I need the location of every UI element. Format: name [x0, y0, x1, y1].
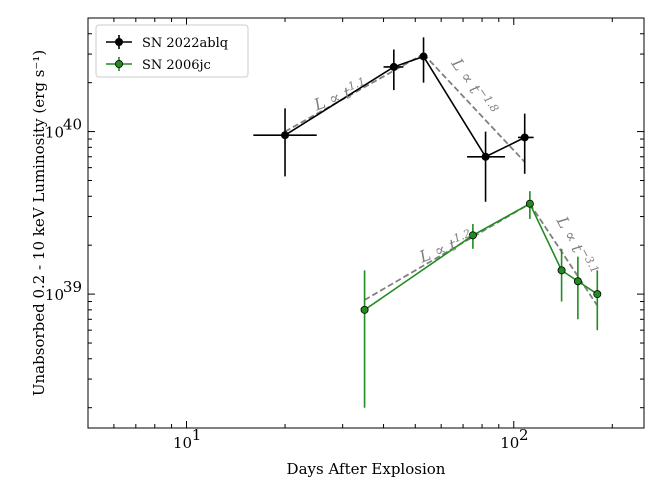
- legend-marker: [115, 60, 124, 69]
- x-tick-label: 10: [500, 434, 519, 452]
- fit-lines: [284, 53, 599, 307]
- fit-line: [364, 202, 531, 301]
- series-sn-2006jc: [360, 191, 602, 408]
- y-tick-label-exp: 40: [63, 116, 82, 134]
- x-tick-label-exp: 2: [519, 426, 529, 444]
- data-point: [419, 52, 428, 61]
- fit-label-exponent: −3.1: [578, 246, 602, 276]
- fit-label-exponent: 1.2: [452, 227, 473, 245]
- fit-label-exponent: −1.8: [476, 85, 502, 114]
- data-point: [468, 231, 477, 240]
- legend-label: SN 2006jc: [142, 58, 211, 73]
- plot-frame: [87, 17, 645, 429]
- fit-label-exponent: 1.1: [346, 75, 367, 93]
- data-point: [360, 305, 369, 314]
- fit-line: [284, 53, 424, 133]
- fit-line: [529, 203, 599, 307]
- series-sn-2022ablq: [253, 37, 534, 202]
- data-point: [520, 133, 529, 142]
- data-point: [481, 152, 490, 161]
- legend: SN 2022ablq SN 2006jc: [95, 24, 249, 78]
- fit-line: [422, 53, 526, 163]
- y-tick-label: 10: [45, 286, 64, 304]
- fit-label: L ∝ t1.2: [415, 227, 475, 267]
- y-axis-title: Unabsorbed 0.2 - 10 keV Luminosity (erg …: [30, 50, 48, 396]
- data-point: [281, 131, 290, 140]
- x-tick-label: 10: [173, 434, 192, 452]
- y-tick-label-exp: 39: [63, 278, 82, 296]
- x-axis-title: Days After Explosion: [287, 460, 446, 478]
- data-point: [557, 266, 566, 275]
- data-point: [525, 199, 534, 208]
- legend-label: SN 2022ablq: [142, 36, 228, 51]
- data-point: [573, 277, 582, 286]
- fit-label: L ∝ t1.1: [310, 75, 370, 115]
- legend-box: [95, 24, 249, 78]
- data-series: [253, 37, 602, 408]
- data-point: [389, 62, 398, 71]
- data-point: [593, 290, 602, 299]
- y-tick-label: 10: [45, 124, 64, 142]
- x-tick-label-exp: 1: [192, 426, 202, 444]
- legend-marker: [115, 38, 124, 47]
